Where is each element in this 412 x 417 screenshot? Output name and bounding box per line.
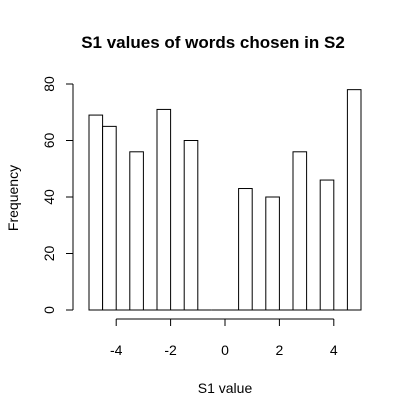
histogram-bar	[319, 179, 335, 311]
x-tick-label: -4	[110, 342, 123, 358]
y-tick-label: 0	[41, 306, 57, 314]
histogram-bar	[183, 140, 199, 311]
chart-title: S1 values of words chosen in S2	[81, 33, 345, 52]
histogram-bar	[102, 125, 117, 311]
histogram-bar	[156, 108, 172, 311]
x-tick-label: -2	[164, 342, 177, 358]
y-tick-label: 20	[41, 246, 57, 262]
y-tick-label: 40	[41, 189, 57, 205]
histogram-bar	[346, 89, 362, 311]
y-axis-label: Frequency	[5, 165, 21, 231]
y-tick-label: 60	[41, 133, 57, 149]
y-axis: 0 20 40 60 80	[41, 76, 74, 314]
histogram-bar	[129, 151, 144, 311]
x-tick-label: 4	[330, 342, 338, 358]
histogram-bar	[265, 196, 280, 311]
x-axis: -4 -2 0 2 4	[110, 318, 338, 358]
x-tick-label: 2	[276, 342, 284, 358]
bars-group	[88, 89, 362, 311]
histogram-bar	[292, 151, 308, 311]
x-axis-label: S1 value	[198, 380, 253, 396]
histogram-bar	[238, 188, 253, 311]
x-tick-label: 0	[221, 342, 229, 358]
y-tick-label: 80	[41, 76, 57, 92]
histogram-bar	[88, 114, 104, 311]
